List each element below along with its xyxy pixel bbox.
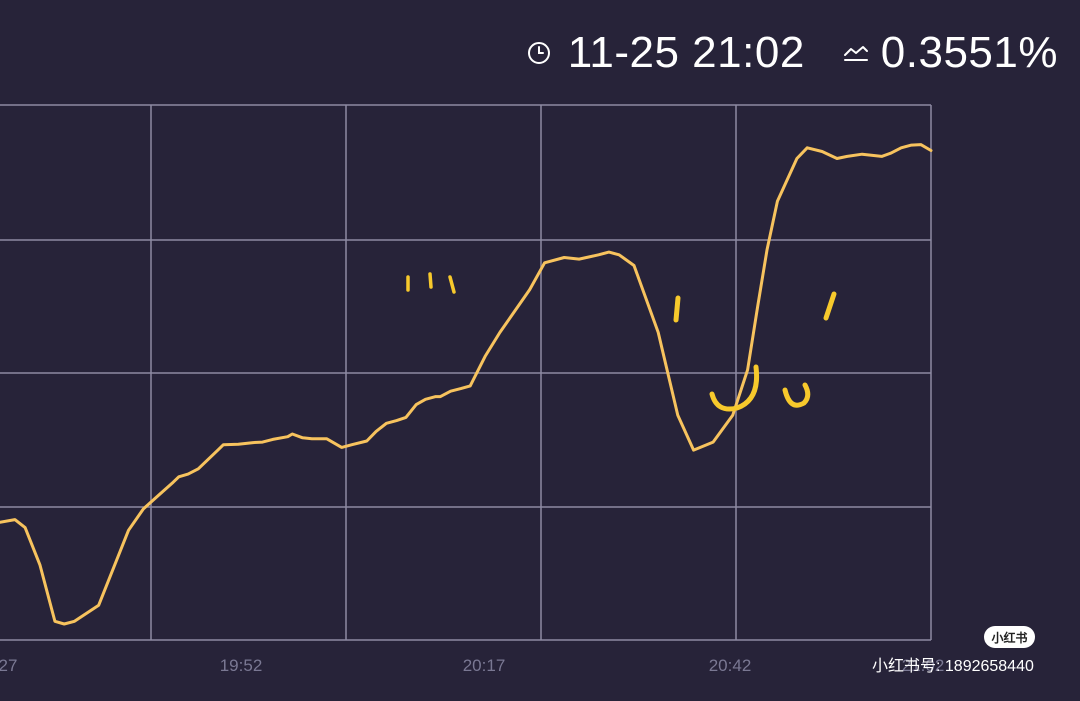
- header: 11-25 21:02 0.3551%: [526, 28, 1058, 78]
- doodle-face: [406, 272, 837, 412]
- doodle-mouth: [709, 364, 811, 412]
- watermark-text: 小红书号: 1892658440: [872, 658, 1034, 675]
- x-tick-label: 27: [0, 656, 18, 675]
- x-tick-label: 20:17: [462, 656, 506, 675]
- watermark-logo: 小红书: [984, 626, 1035, 648]
- doodle-eye-right: [823, 291, 837, 321]
- chart-grid: [0, 104, 932, 641]
- series-line-rate: [0, 143, 933, 626]
- clock-icon: [526, 40, 552, 66]
- x-tick-label: 21:02: [901, 656, 945, 675]
- chart-series: [0, 143, 933, 626]
- header-rate: 0.3551%: [880, 28, 1058, 77]
- x-tick-label: 20:42: [708, 656, 752, 675]
- x-tick-label: 19:52: [219, 656, 263, 675]
- doodle-eye-left: [673, 295, 681, 323]
- trend-icon: [843, 40, 869, 66]
- header-time: 11-25 21:02: [567, 28, 805, 77]
- doodle-whiskers: [406, 272, 456, 294]
